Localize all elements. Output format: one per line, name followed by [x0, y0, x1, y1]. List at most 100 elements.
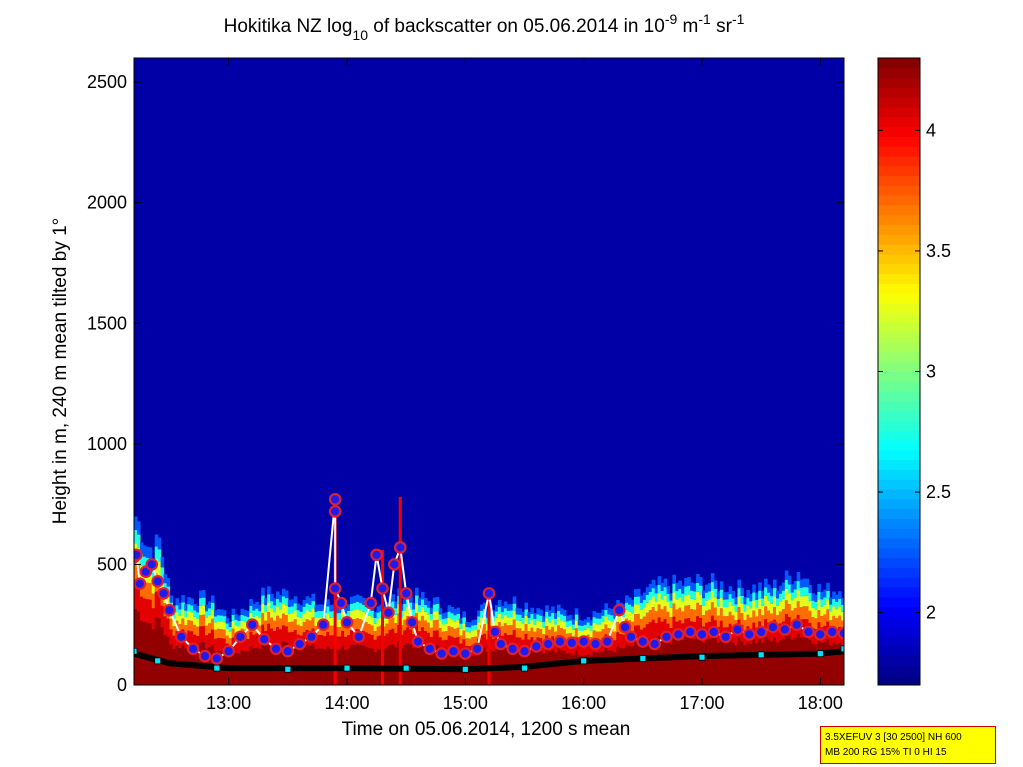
heatmap-cell	[746, 614, 750, 627]
heatmap-cell	[598, 624, 603, 632]
heatmap-cell	[506, 625, 511, 636]
colorbar-cell	[878, 293, 920, 304]
heatmap-cell	[781, 638, 786, 685]
heatmap-cell	[163, 574, 168, 584]
cyan-marker	[639, 655, 647, 662]
heatmap-cell	[302, 632, 307, 647]
heatmap-cell	[557, 604, 561, 612]
heatmap-cell	[134, 529, 138, 544]
heatmap-cell	[636, 625, 641, 642]
heatmap-cell	[246, 616, 250, 623]
heatmap-cell	[562, 651, 567, 685]
heatmap-cell	[506, 617, 511, 626]
colorbar-cell	[878, 185, 920, 196]
heatmap-cell	[755, 607, 759, 617]
heatmap-cell	[450, 619, 455, 628]
heatmap-cell	[255, 601, 259, 609]
layer-point	[370, 548, 383, 562]
layer-point	[731, 623, 744, 636]
heatmap-cell	[480, 617, 484, 626]
heatmap-cell	[400, 625, 404, 635]
heatmap-cell	[329, 635, 333, 650]
heatmap-cell	[639, 595, 644, 603]
heatmap-cell	[604, 624, 608, 635]
heatmap-cell	[261, 624, 265, 642]
heatmap-cell	[403, 603, 407, 612]
layer-point	[825, 625, 839, 639]
heatmap-cell	[740, 641, 745, 685]
heatmap-cell	[654, 640, 659, 685]
heatmap-cell	[533, 618, 537, 625]
heatmap-cell	[521, 630, 526, 640]
heatmap-cell	[592, 611, 597, 618]
heatmap-cell	[435, 645, 440, 685]
heatmap-cell	[290, 621, 295, 632]
heatmap-cell	[660, 609, 665, 622]
heatmap-cell	[746, 597, 750, 606]
heatmap-cell	[660, 639, 665, 685]
heatmap-cell	[793, 638, 798, 685]
heatmap-cell	[699, 605, 703, 619]
layer-point	[364, 596, 377, 610]
heatmap-cell	[642, 592, 647, 600]
heatmap-cell	[134, 609, 138, 685]
heatmap-cell	[246, 610, 250, 617]
heatmap-cell	[595, 624, 600, 632]
heatmap-cell	[687, 585, 691, 595]
heatmap-cell	[548, 622, 552, 630]
heatmap-cell	[796, 634, 801, 685]
heatmap-cell	[713, 580, 718, 589]
heatmap-cell	[728, 586, 733, 595]
heatmap-cell	[184, 610, 188, 618]
heatmap-cell	[713, 637, 718, 685]
heatmap-cell	[134, 560, 138, 581]
heatmap-cell	[601, 629, 605, 639]
heatmap-cell	[216, 621, 221, 629]
heatmap-cell	[134, 580, 138, 610]
heatmap-cell	[645, 602, 650, 613]
heatmap-cell	[790, 584, 795, 593]
heatmap-cell	[835, 644, 839, 685]
heatmap-cell	[633, 604, 638, 615]
heatmap-cell	[710, 591, 715, 603]
heatmap-cell	[267, 611, 271, 624]
heatmap-cell	[542, 616, 546, 622]
heatmap-cell	[565, 626, 570, 634]
layer-point	[145, 558, 159, 571]
heatmap-cell	[166, 618, 171, 637]
x-axis-ticks: 13:00 14:00 15:00 16:00 17:00 18:00	[206, 58, 843, 713]
heatmap-cell	[450, 636, 455, 650]
y-tick-label: 2000	[87, 193, 127, 213]
heatmap-cell	[287, 613, 292, 623]
heatmap-cell	[601, 615, 605, 622]
heatmap-cell	[240, 614, 245, 621]
heatmap-cell	[489, 635, 493, 649]
heatmap-cell	[267, 623, 271, 641]
heatmap-cell	[305, 619, 310, 630]
cyan-marker	[343, 664, 351, 672]
layer-point	[328, 492, 342, 506]
heatmap-cell	[734, 597, 739, 605]
info-line-2: MB 200 RG 15% TI 0 HI 15	[825, 747, 947, 758]
heatmap-cell	[604, 648, 608, 685]
heatmap-cell	[716, 591, 721, 599]
heatmap-cell	[707, 591, 712, 600]
heatmap-cell	[418, 612, 422, 621]
heatmap-cell	[199, 590, 203, 599]
heatmap-cell	[444, 618, 449, 624]
colorbar-cell	[878, 351, 920, 363]
heatmap-cell	[518, 608, 523, 615]
heatmap-cell	[145, 622, 150, 685]
heatmap-cell	[163, 616, 168, 636]
heatmap-cell	[554, 618, 558, 625]
layer-point	[624, 630, 638, 644]
heatmap-cell	[781, 590, 786, 599]
heatmap-cell	[778, 611, 783, 624]
heatmap-cell	[737, 637, 742, 685]
heatmap-cell	[568, 614, 573, 621]
heatmap-cell	[225, 628, 230, 636]
heatmap-cell	[551, 606, 555, 613]
heatmap-cell	[805, 606, 810, 620]
heatmap-cell	[216, 615, 221, 622]
heatmap-cell	[793, 608, 798, 621]
